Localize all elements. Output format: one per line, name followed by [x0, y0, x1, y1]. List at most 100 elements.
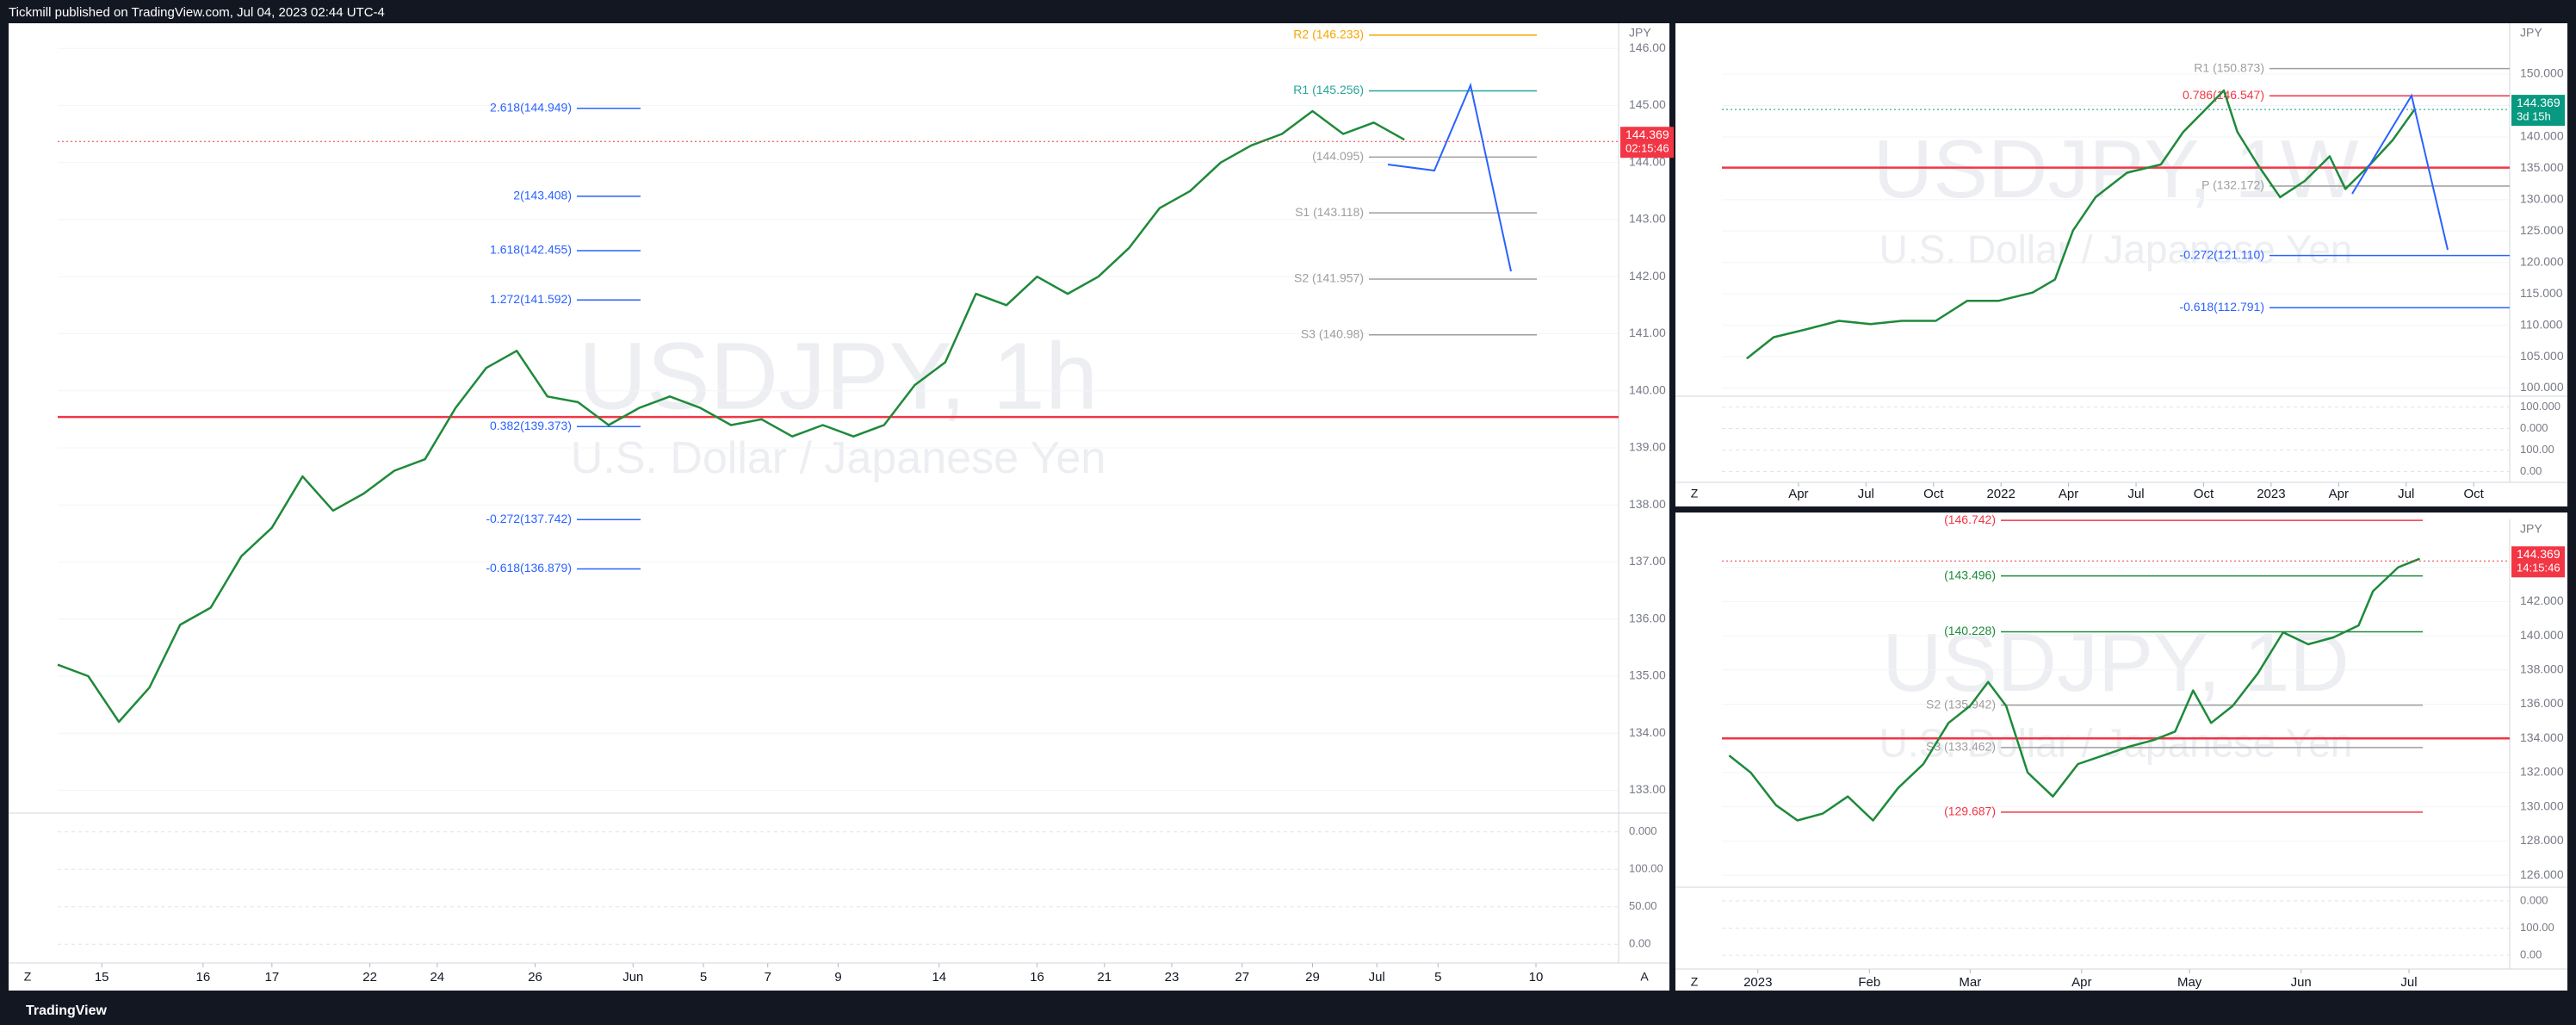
x-tick-label: Jul	[2400, 975, 2417, 990]
level-label: -0.272(121.110)	[2179, 247, 2264, 261]
x-tick-label: 5	[700, 970, 707, 985]
last-price-tag	[2511, 546, 2565, 578]
y-tick-label: 140.000	[2520, 628, 2564, 642]
projection-arrow	[2351, 93, 2449, 251]
y-tick-label: 146.00	[1629, 40, 1666, 54]
countdown: 3d 15h	[2517, 110, 2551, 123]
y-tick-label: 126.000	[2520, 867, 2564, 881]
pane-button[interactable]: Z	[1691, 975, 1699, 989]
x-tick-label: 16	[1030, 970, 1044, 985]
x-tick-label: 21	[1097, 970, 1112, 985]
x-tick-label: Oct	[2194, 487, 2214, 501]
level-label: 1.272(141.592)	[490, 292, 572, 306]
x-tick-label: Feb	[1858, 975, 1880, 990]
osc-label: 0.000	[2520, 421, 2548, 434]
pane-button[interactable]: Z	[1691, 487, 1699, 500]
x-tick-label: 27	[1235, 970, 1249, 985]
x-tick-label: Jul	[1858, 487, 1874, 501]
level-label: -0.618(112.791)	[2179, 300, 2264, 314]
last-price: 144.369	[2517, 96, 2561, 109]
level-label: 2.618(144.949)	[490, 100, 572, 114]
last-price-tag	[1620, 127, 1674, 158]
x-tick-label: 14	[932, 970, 946, 985]
x-tick-label: 24	[430, 970, 444, 985]
y-tick-label: 135.000	[2520, 160, 2564, 174]
x-tick-label: Jun	[2291, 975, 2312, 990]
pane-button[interactable]: A	[1640, 970, 1649, 984]
y-tick-label: 133.00	[1629, 782, 1666, 796]
level-label: S2 (135.942)	[1926, 697, 1996, 711]
last-price: 144.369	[2517, 547, 2561, 561]
countdown: 14:15:46	[2517, 562, 2561, 575]
level-label: S2 (141.957)	[1294, 271, 1364, 285]
x-tick-label: Apr	[2329, 487, 2349, 501]
x-tick-label: Jul	[2398, 487, 2414, 501]
x-tick-label: Apr	[1788, 487, 1808, 501]
level-label: S1 (143.118)	[1295, 205, 1364, 219]
osc-label: 0.00	[2520, 948, 2542, 961]
osc-label: 0.000	[1629, 824, 1657, 837]
level-label: -0.618(136.879)	[486, 561, 572, 575]
x-tick-label: 16	[196, 970, 211, 985]
watermark-subtitle: U.S. Dollar / Japanese Yen	[1879, 227, 2353, 272]
x-tick-label: 15	[95, 970, 109, 985]
chart-pane	[1675, 512, 2567, 991]
level-label: R1 (150.873)	[2194, 60, 2264, 74]
osc-label: 50.00	[1629, 899, 1657, 912]
level-label: P (132.172)	[2201, 178, 2264, 192]
price-line	[1746, 89, 2417, 360]
x-tick-label: 29	[1305, 970, 1320, 985]
y-tick-label: 130.000	[2520, 798, 2564, 812]
watermark-title: USDJPY, 1h	[579, 324, 1098, 430]
y-tick-label: 110.000	[2520, 317, 2563, 331]
level-label: (129.687)	[1944, 804, 1996, 818]
y-tick-label: 136.000	[2520, 696, 2564, 710]
x-tick-label: 17	[264, 970, 279, 985]
pane-button[interactable]: Z	[24, 970, 32, 984]
osc-label: 100.00	[2520, 921, 2554, 934]
x-tick-label: 2023	[2257, 487, 2285, 501]
y-tick-label: 105.000	[2520, 349, 2564, 363]
currency: JPY	[2520, 26, 2542, 40]
osc-label: 100.000	[2520, 400, 2561, 413]
y-tick-label: 134.000	[2520, 730, 2564, 744]
y-tick-label: 138.000	[2520, 662, 2564, 675]
osc-label: 0.00	[1629, 937, 1650, 950]
brand[interactable]: TradingView	[26, 1003, 108, 1018]
y-tick-label: 144.00	[1629, 154, 1666, 168]
level-label: 1.618(142.455)	[490, 243, 572, 257]
x-tick-label: Apr	[2059, 487, 2078, 501]
y-tick-label: 139.00	[1629, 440, 1666, 454]
level-label: (140.228)	[1944, 624, 1996, 637]
x-tick-label: Jun	[622, 970, 643, 985]
y-tick-label: 142.000	[2520, 593, 2564, 607]
y-tick-label: 136.00	[1629, 611, 1666, 624]
price-line	[57, 109, 1405, 724]
x-tick-label: Mar	[1959, 975, 1981, 990]
x-tick-label: Jul	[1369, 970, 1385, 985]
projection-arrow	[1387, 82, 1512, 272]
x-tick-label: Apr	[2071, 975, 2091, 990]
y-tick-label: 140.000	[2520, 129, 2564, 143]
countdown: 02:15:46	[1625, 142, 1669, 155]
publisher: Tickmill published on TradingView.com, J…	[9, 5, 385, 20]
level-label: 0.786(146.547)	[2183, 88, 2264, 102]
y-tick-label: 128.000	[2520, 833, 2564, 847]
level-label: S3 (140.98)	[1301, 326, 1364, 340]
x-tick-label: May	[2177, 975, 2202, 990]
x-tick-label: 9	[834, 970, 841, 985]
level-label: (143.496)	[1944, 568, 1996, 581]
osc-label: 100.00	[1629, 862, 1663, 875]
y-tick-label: 130.000	[2520, 192, 2564, 206]
level-label: 2(143.408)	[513, 189, 572, 202]
x-tick-label: 2023	[1743, 975, 1772, 990]
level-label: R1 (145.256)	[1293, 83, 1364, 96]
level-label: (144.095)	[1312, 149, 1364, 163]
y-tick-label: 100.000	[2520, 380, 2564, 394]
level-label: R2 (146.233)	[1293, 27, 1364, 40]
x-tick-label: 10	[1529, 970, 1544, 985]
y-tick-label: 120.000	[2520, 254, 2564, 268]
y-tick-label: 150.000	[2520, 66, 2564, 80]
